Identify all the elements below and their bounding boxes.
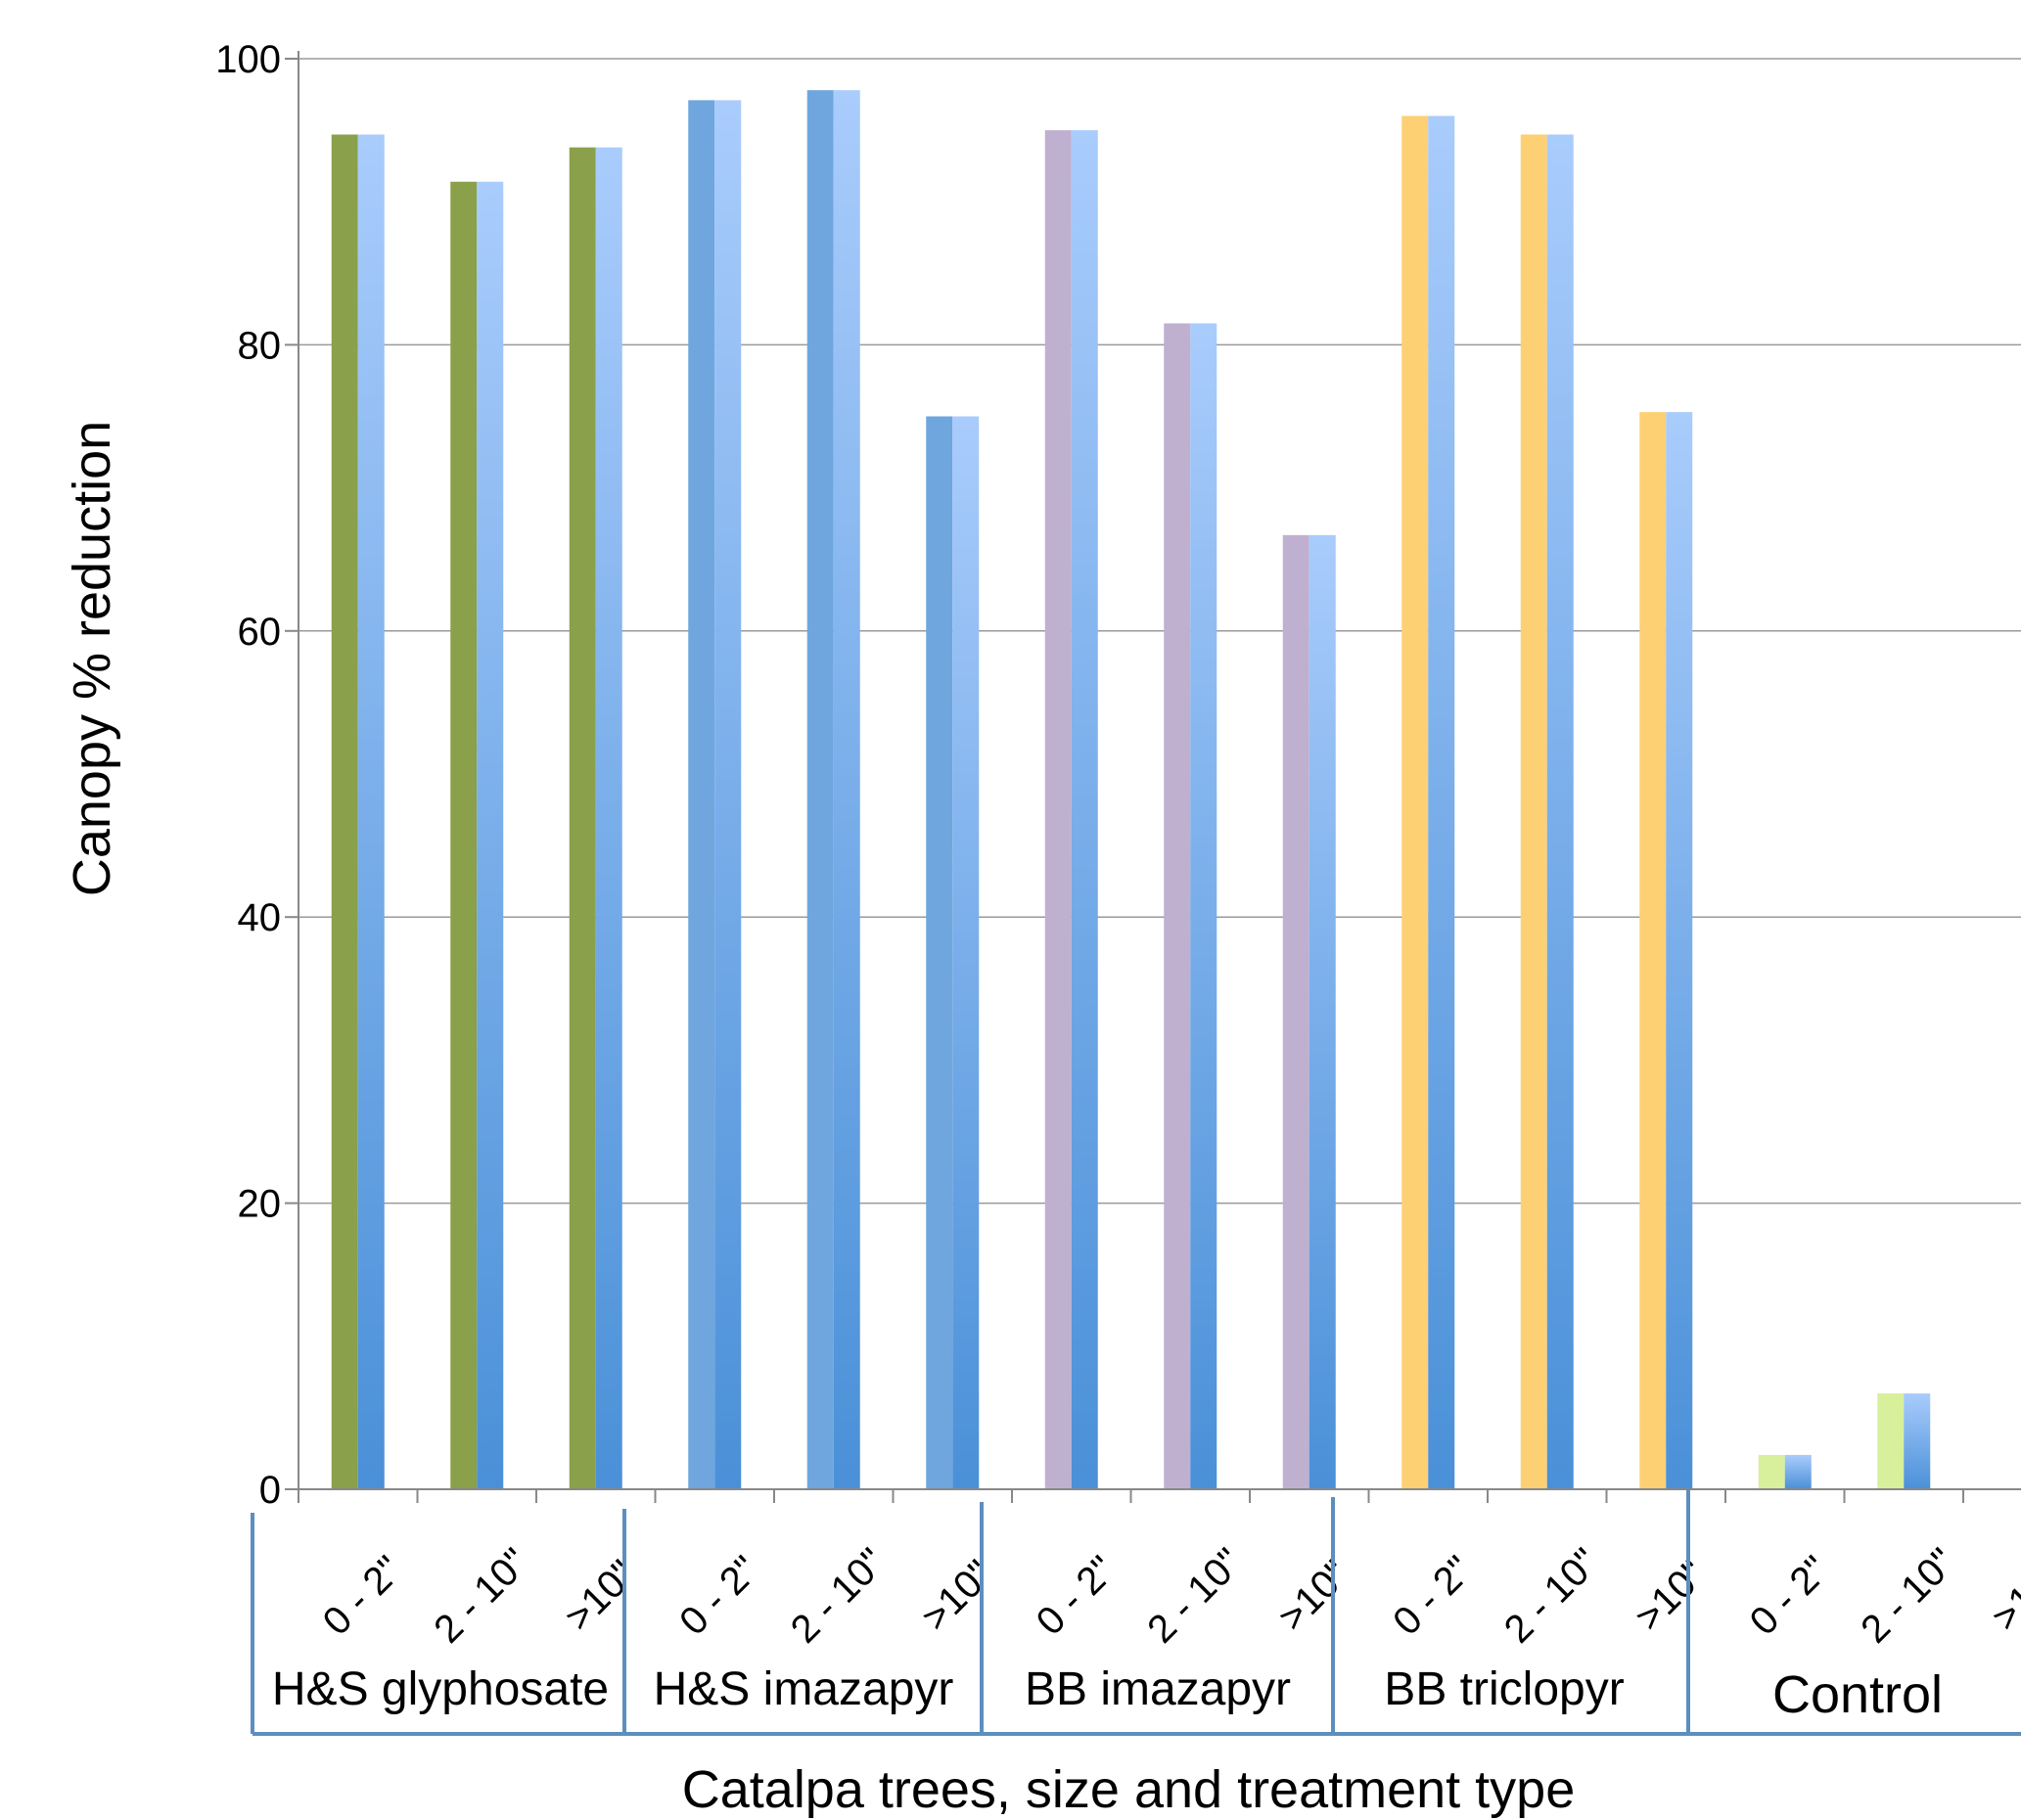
bars — [331, 90, 1931, 1490]
bar-4-0-color — [1758, 1454, 1785, 1489]
x-category-label: 0 - 2" — [671, 1548, 767, 1644]
y-tick-label: 80 — [238, 324, 282, 367]
bar-2-2-blue — [1309, 534, 1336, 1489]
group-labels: H&S glyphosate H&S imazapyr BB imazapyr BB … — [272, 1663, 1943, 1724]
y-tick-label: 0 — [259, 1469, 281, 1512]
x-category-label: 0 - 2" — [1385, 1548, 1481, 1644]
bar-3-2-color — [1639, 412, 1667, 1489]
x-category-label: 2 - 10" — [783, 1540, 894, 1651]
bar-1-2-blue — [952, 416, 980, 1489]
bar-3-1-color — [1520, 134, 1547, 1490]
group-label: H&S glyphosate — [272, 1663, 609, 1715]
group-label: BB triclopyr — [1384, 1663, 1624, 1715]
bar-2-0-blue — [1071, 130, 1098, 1490]
x-category-label: 2 - 10" — [1139, 1540, 1250, 1651]
bar-0-1-color — [450, 181, 478, 1490]
x-category-label: >10" — [557, 1552, 644, 1639]
bar-3-0-color — [1401, 115, 1429, 1490]
x-category-label: 2 - 10" — [426, 1540, 536, 1651]
x-category-label: >10" — [913, 1552, 1000, 1639]
bar-3-2-blue — [1666, 412, 1693, 1489]
bar-0-0-blue — [357, 134, 385, 1490]
y-axis-title: Canopy % reduction — [63, 421, 121, 896]
x-category-label: 0 - 2" — [315, 1548, 411, 1644]
axes — [298, 51, 2021, 1503]
y-tick-label: 100 — [215, 38, 281, 81]
bar-0-1-blue — [477, 181, 504, 1490]
bar-1-0-color — [688, 100, 715, 1490]
x-category-label: 0 - 2" — [1742, 1548, 1838, 1644]
bar-0-0-color — [331, 134, 358, 1490]
bar-0-2-blue — [595, 147, 622, 1489]
bar-2-1-blue — [1190, 323, 1217, 1490]
x-category-label: 2 - 10" — [1853, 1540, 1963, 1651]
bar-4-1-blue — [1904, 1393, 1931, 1489]
group-label: Control — [1772, 1665, 1943, 1724]
x-category-label: >10" — [1270, 1552, 1357, 1639]
x-category-label: >10" — [1984, 1552, 2021, 1639]
bar-3-1-blue — [1546, 134, 1574, 1490]
bar-1-0-blue — [714, 100, 742, 1490]
gridlines — [299, 58, 2021, 1205]
bar-0-2-color — [569, 147, 596, 1489]
x-category-label: 2 - 10" — [1496, 1540, 1607, 1651]
bar-4-1-color — [1877, 1393, 1905, 1489]
group-label: BB imazapyr — [1025, 1663, 1291, 1715]
y-tick-label: 40 — [238, 896, 282, 939]
bar-2-2-color — [1282, 534, 1309, 1489]
bar-1-2-color — [926, 416, 953, 1489]
x-category-labels: 0 - 2" 2 - 10" >10" 0 - 2" 2 - 10" >10" 0 - 2"… — [315, 1540, 2021, 1651]
bar-4-0-blue — [1784, 1454, 1812, 1489]
y-tick-label: 60 — [238, 611, 282, 654]
bar-2-0-color — [1044, 130, 1072, 1490]
bar-1-1-color — [806, 90, 834, 1489]
x-axis-title: Catalpa trees, size and treatment type — [682, 1760, 1576, 1819]
y-axis-ticks: 0 20 40 60 80 100 — [215, 38, 299, 1512]
y-tick-label: 20 — [238, 1183, 282, 1226]
group-label: H&S imazapyr — [654, 1663, 954, 1715]
bar-1-1-blue — [833, 90, 860, 1489]
x-category-label: 0 - 2" — [1029, 1548, 1125, 1644]
bar-2-1-color — [1164, 323, 1191, 1490]
bar-3-0-blue — [1428, 115, 1455, 1490]
group-brackets — [251, 1489, 2021, 1736]
x-category-label: >10" — [1627, 1552, 1714, 1639]
